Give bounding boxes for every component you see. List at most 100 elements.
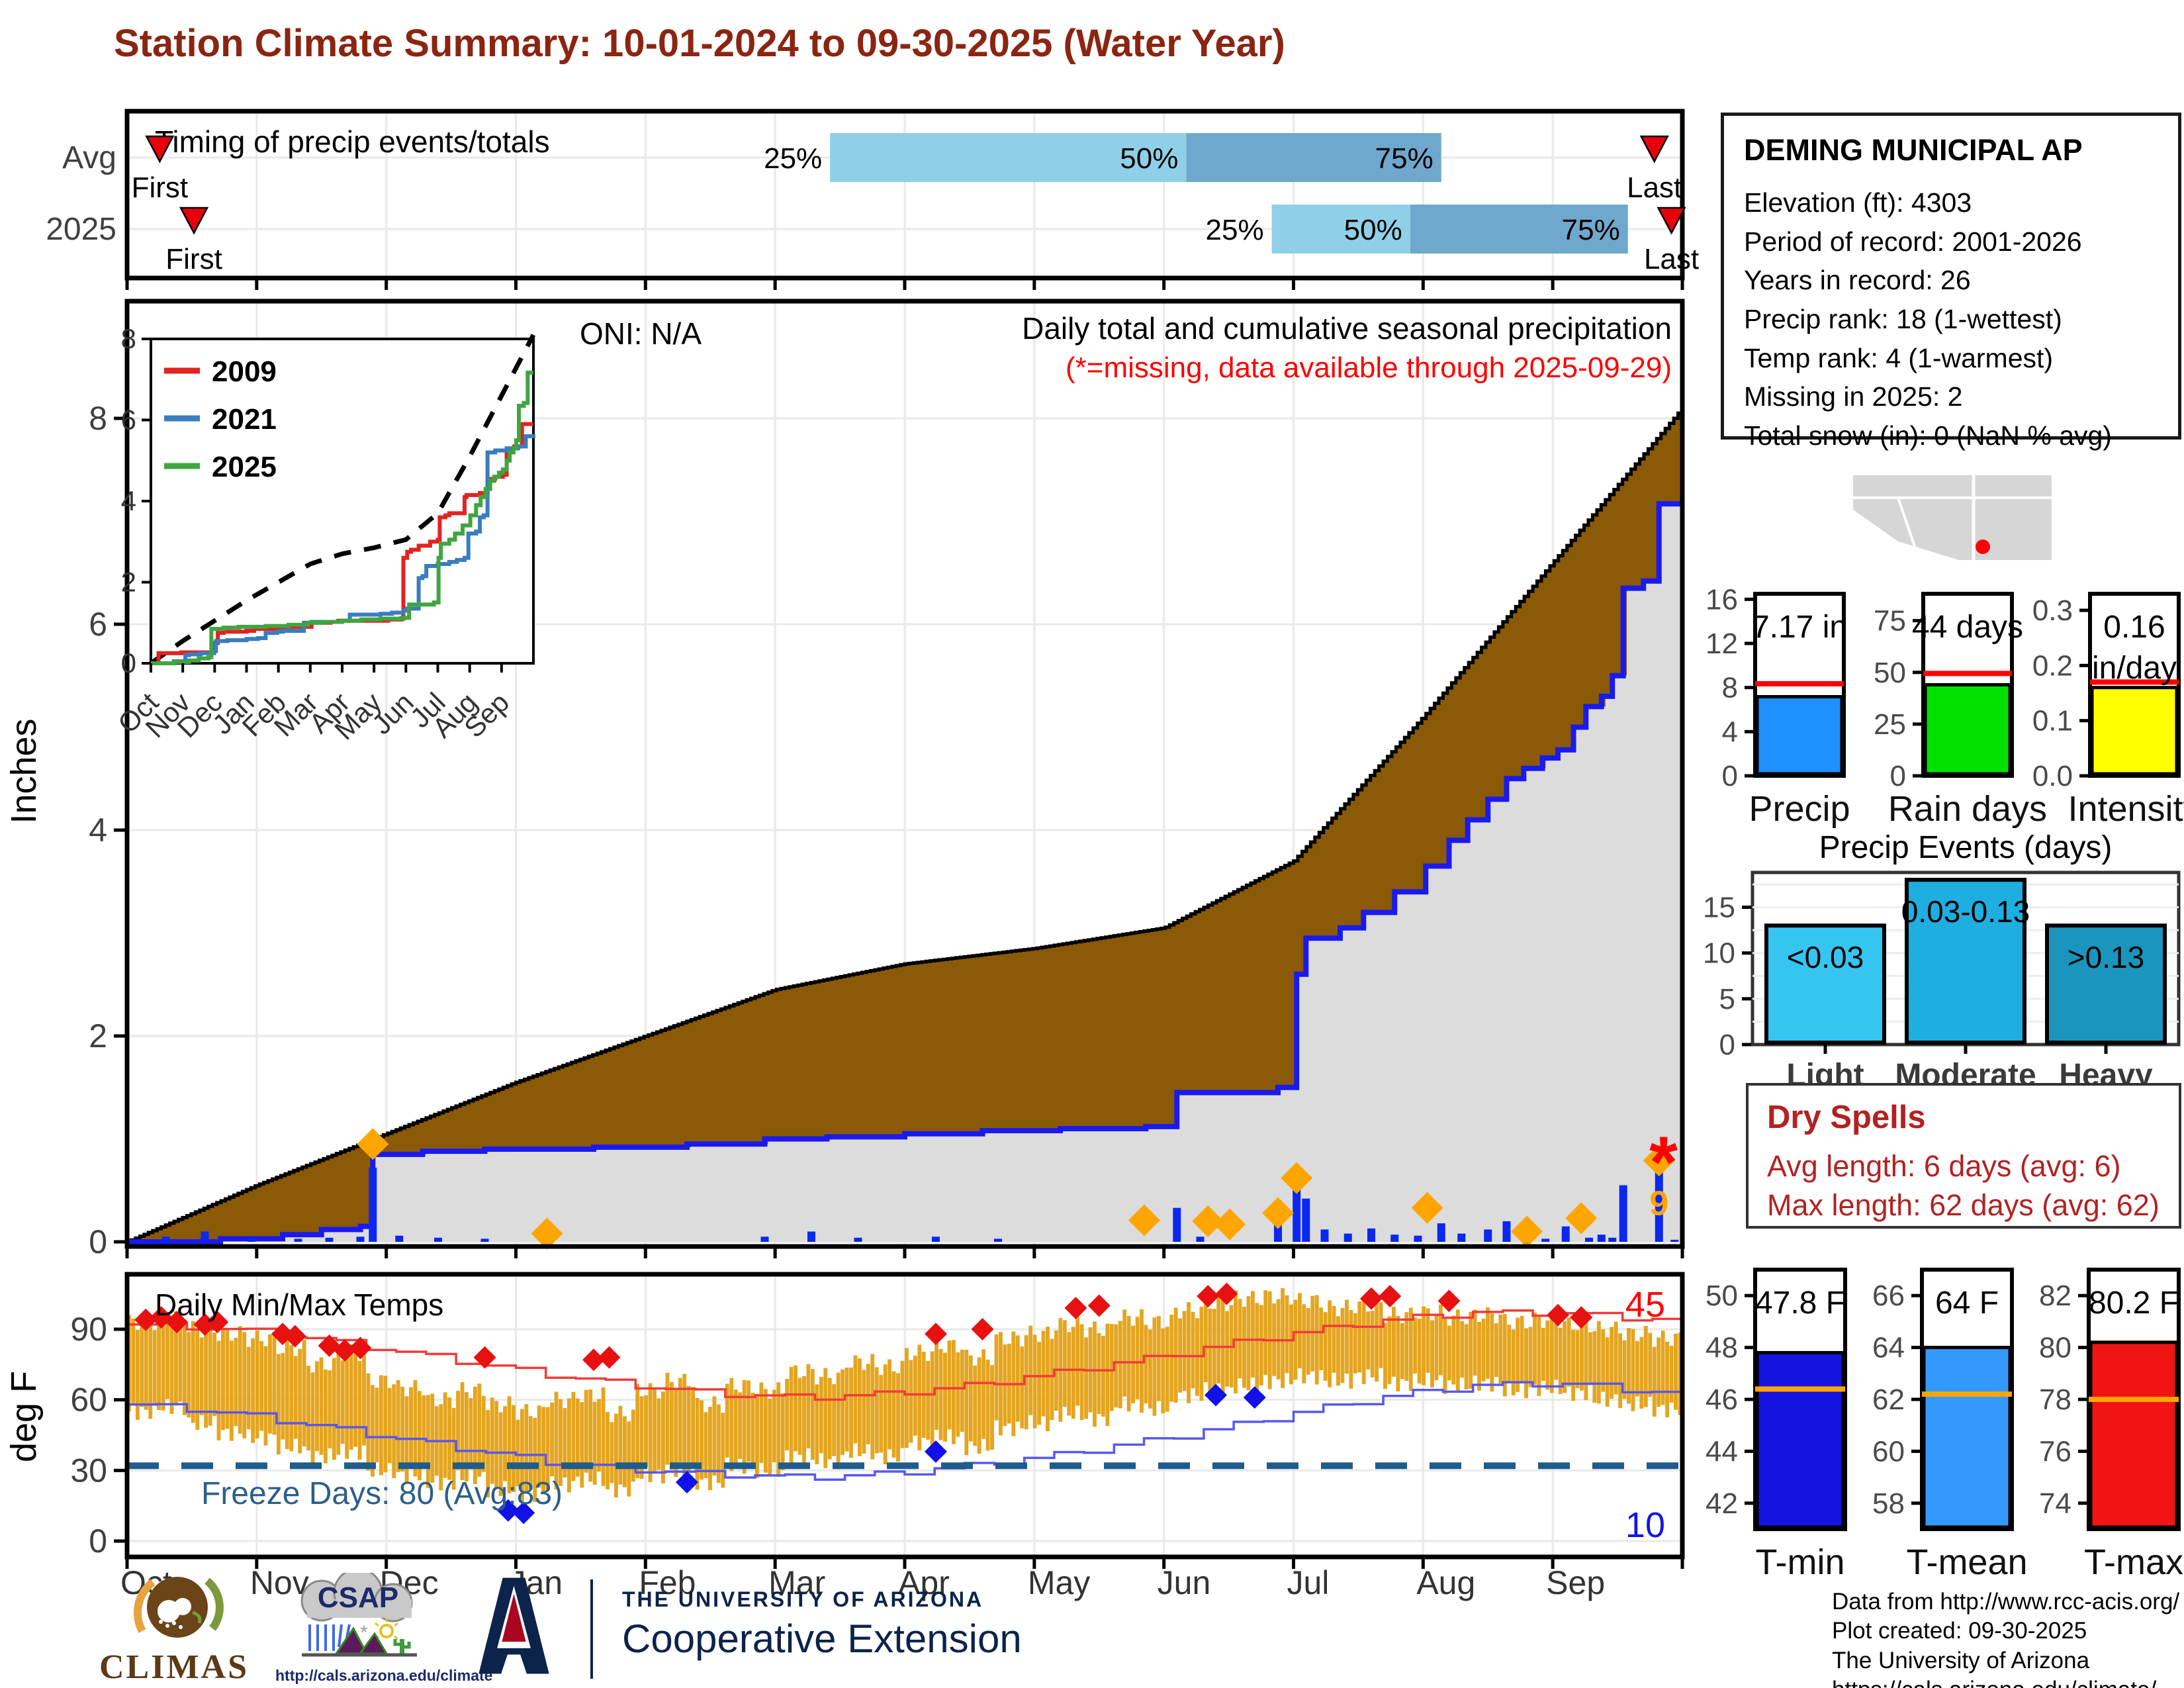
daily-temp-range-bar [1635,1340,1639,1397]
daily-temp-range-bar [481,1395,486,1472]
event-diamond-marker [1243,1386,1266,1409]
event-diamond-marker [582,1348,605,1372]
daily-temp-range-bar [208,1321,212,1426]
ua-logo-divider [590,1579,593,1679]
inset-ytick-label: 2 [121,567,136,598]
daily-temp-range-bar [977,1357,981,1454]
mini-chart-xlabel: T-mean [1906,1542,2027,1582]
daily-temp-range-bar [1203,1296,1208,1382]
daily-temp-range-bar [1306,1308,1310,1375]
inset-average-dashed-line [149,334,536,665]
event-diamond-marker [1411,1192,1443,1224]
precip-events-bar [1764,923,1886,1045]
daily-temp-range-bar [1293,1299,1298,1380]
daily-temp-range-bar [456,1390,460,1470]
mini-chart-ytick-label: 0 [1890,760,1906,792]
daily-temp-range-bar [1220,1299,1225,1399]
daily-temp-range-bar [648,1383,653,1482]
station-total-snow: Total snow (in): 0 (NaN % avg) [1744,420,2112,451]
ua-university-label: THE UNIVERSITY OF ARIZONA [622,1587,984,1611]
daily-temp-range-bar [776,1382,781,1477]
daily-precip-bar [1655,1164,1663,1242]
daily-temp-range-bar [1563,1321,1567,1393]
main-ytick-label: 2 [89,1017,107,1055]
daily-temp-range-bar [1366,1311,1371,1370]
mini-chart-bar [1755,695,1844,776]
daily-precip-bar [248,1237,255,1242]
daily-temp-range-bar [712,1396,717,1476]
timing-percentile-label: 50% [1120,142,1178,175]
climas-logo: CLIMAS Climate Assessment for the Southw… [98,1573,250,1688]
daily-temp-range-bar [747,1380,751,1462]
daily-temp-range-bar [1665,1341,1670,1418]
daily-temp-range-bar [631,1409,635,1482]
daily-temp-range-bar [1648,1333,1653,1397]
daily-temp-range-bar [729,1378,734,1472]
daily-temp-range-bar [559,1399,563,1486]
daily-temp-range-bar [759,1382,764,1464]
event-diamond-marker [1192,1205,1224,1237]
daily-temp-range-bar [1297,1293,1302,1369]
footer-logos: CLIMAS Climate Assessment for the Southw… [98,1568,1022,1688]
daily-temp-range-bar [900,1360,905,1448]
daily-precip-bar [854,1237,862,1242]
daily-temp-range-bar [221,1329,225,1430]
avg-temp-step-line [127,1309,1682,1401]
daily-temp-range-bar [1592,1331,1597,1403]
daily-temp-range-bar [802,1376,806,1464]
mini-chart-ytick-label: 8 [1722,672,1738,704]
daily-temp-range-bar [725,1383,729,1458]
daily-temp-range-bar [332,1358,336,1460]
daily-temp-range-bar [1545,1320,1550,1390]
mini-chart-ytick-label: 42 [1706,1487,1738,1520]
avg-cumulative-area [127,408,1682,1243]
timing-bar-q50-q75 [1410,205,1628,254]
daily-precip-bar [325,1237,334,1242]
daily-temp-range-bar [1404,1312,1409,1381]
daily-temp-range-bar [913,1355,917,1436]
daily-temp-range-bar [1588,1332,1592,1385]
daily-temp-range-bar [336,1348,341,1455]
daily-temp-range-bar [627,1421,631,1497]
precip-events-title: Precip Events (days) [1819,830,2113,865]
cumulative-2025-area [127,504,1682,1243]
daily-temp-range-bar [225,1328,230,1429]
daily-temp-range-bar [1289,1304,1293,1385]
daily-precip-bar [1390,1235,1399,1242]
daily-temp-range-bar [733,1389,738,1467]
daily-temp-range-bar [810,1369,815,1460]
precip-events-ytick-label: 5 [1719,983,1735,1015]
daily-temp-range-bar [1144,1325,1148,1404]
daily-temp-range-bar [866,1364,870,1444]
daily-precip-bar [395,1235,404,1242]
event-diamond-marker [283,1325,306,1348]
daily-temp-range-bar [947,1340,952,1430]
daily-precip-bar [1502,1221,1511,1242]
timing-row-label: Avg [62,140,116,175]
daily-temp-range-bar [686,1385,691,1473]
csap-url: http://cals.arizona.edu/climate [275,1667,493,1684]
mini-chart-ytick-label: 75 [1874,605,1906,637]
daily-temp-range-bar [695,1397,700,1490]
main-ylabel: Inches [4,718,44,823]
daily-temp-range-bar [870,1354,875,1460]
daily-temp-range-bar [1439,1304,1443,1376]
daily-temp-range-bar [657,1398,661,1470]
daily-temp-range-bar [140,1323,144,1407]
daily-temp-range-bar [469,1398,473,1470]
daily-temp-range-bar [763,1389,768,1473]
daily-temp-range-bar [691,1387,696,1464]
climas-logo-icon [134,1577,224,1638]
station-temp-rank: Temp rank: 4 (1-warmest) [1744,342,2054,373]
daily-precip-bar [369,1168,377,1242]
daily-temp-range-bar [319,1357,324,1455]
daily-temp-range-bar [1639,1336,1644,1409]
mini-chart-value-label: 80.2 F [2089,1286,2179,1321]
daily-temp-range-bar [1618,1333,1623,1409]
daily-temp-range-bar [1131,1325,1136,1403]
daily-temp-range-bar [1212,1309,1216,1392]
page-title: Station Climate Summary: 10-01-2024 to 0… [114,22,1285,65]
precip-events-range-label: 0.03-0.13 [1901,894,2030,929]
daily-temp-range-bar [148,1323,153,1419]
